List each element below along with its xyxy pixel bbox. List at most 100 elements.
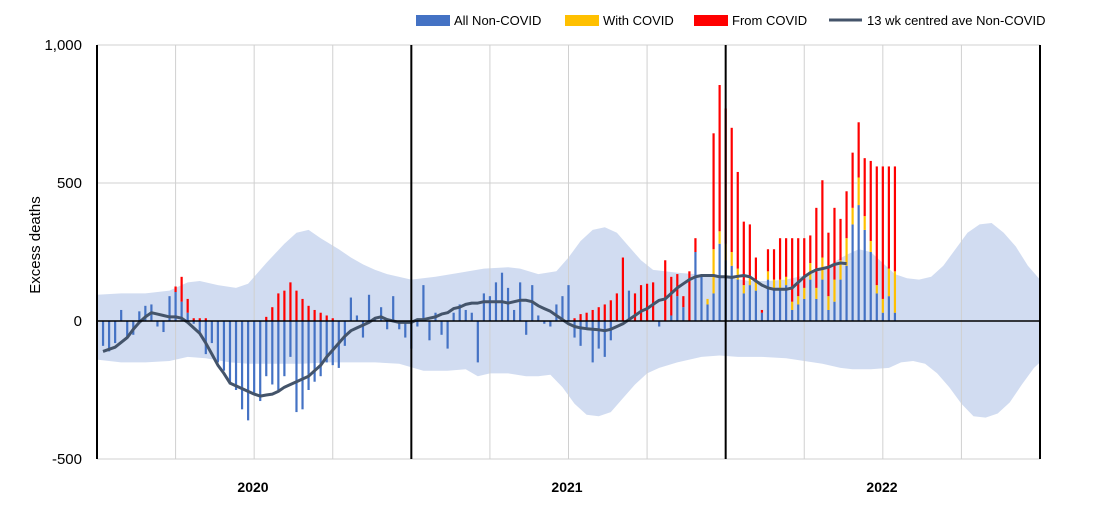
week-bar — [579, 314, 582, 346]
bar-non-covid — [670, 315, 673, 321]
bar-from-covid — [204, 318, 207, 321]
plot-area — [96, 44, 1041, 460]
week-bar — [887, 166, 890, 321]
week-bar — [718, 85, 721, 321]
week-bar — [289, 282, 292, 357]
bar-non-covid — [325, 321, 328, 363]
week-bar — [367, 294, 371, 321]
bar-from-covid — [875, 166, 878, 286]
bar-non-covid — [555, 304, 558, 321]
week-bar — [192, 318, 195, 324]
bar-from-covid — [301, 298, 304, 321]
week-bar — [319, 312, 322, 377]
bar-non-covid — [803, 298, 806, 321]
week-bar — [247, 321, 250, 421]
week-bar — [283, 290, 286, 377]
week-bar — [386, 321, 389, 330]
week-bar — [694, 238, 697, 321]
bar-non-covid — [168, 296, 171, 321]
y-axis-ticks: 1,000 500 0 -500 — [44, 37, 82, 468]
bar-non-covid — [301, 321, 304, 410]
legend: All Non-COVID With COVID From COVID 13 w… — [416, 13, 1045, 28]
bar-non-covid — [772, 287, 776, 321]
bar-from-covid — [192, 318, 195, 321]
bar-non-covid — [247, 321, 250, 421]
bar-non-covid — [126, 321, 129, 338]
week-bar — [881, 166, 884, 321]
week-bar — [500, 272, 504, 321]
bar-from-covid — [754, 257, 757, 283]
bar-from-covid — [694, 238, 697, 252]
week-bar — [875, 166, 878, 321]
week-bar — [325, 315, 328, 363]
bar-non-covid — [259, 321, 262, 402]
bar-from-covid — [881, 166, 884, 299]
bar-non-covid — [500, 272, 504, 321]
bar-non-covid — [186, 312, 189, 321]
bar-non-covid — [718, 243, 721, 321]
legend-label-from-covid: From COVID — [732, 13, 807, 28]
bar-non-covid — [567, 285, 570, 321]
week-bar — [633, 293, 637, 321]
bar-non-covid — [386, 321, 389, 330]
bar-non-covid — [857, 205, 860, 321]
bar-non-covid — [748, 285, 751, 321]
week-bar — [597, 307, 600, 349]
bar-with-covid — [857, 177, 860, 206]
bar-from-covid — [718, 85, 721, 232]
week-bar — [210, 321, 213, 344]
bar-non-covid — [561, 296, 564, 321]
week-bar — [670, 276, 673, 321]
bar-non-covid — [778, 287, 782, 321]
bar-non-covid — [809, 279, 812, 321]
year-label-2021: 2021 — [551, 479, 582, 495]
bar-non-covid — [851, 224, 854, 321]
bar-from-covid — [821, 180, 824, 258]
bar-from-covid — [664, 260, 667, 321]
bar-non-covid — [845, 265, 848, 321]
bar-from-covid — [857, 122, 860, 178]
week-bar — [543, 321, 546, 324]
week-bar — [482, 293, 485, 321]
bar-from-covid — [803, 238, 806, 288]
bar-non-covid — [875, 293, 878, 321]
bar-non-covid — [114, 321, 117, 344]
bar-from-covid — [639, 285, 643, 321]
bar-with-covid — [754, 282, 757, 291]
bar-with-covid — [778, 279, 782, 288]
week-bar — [652, 282, 655, 321]
bar-from-covid — [851, 152, 854, 208]
bar-non-covid — [428, 321, 431, 341]
bar-from-covid — [893, 166, 897, 272]
bar-from-covid — [265, 316, 268, 321]
bar-non-covid — [694, 252, 697, 321]
bar-from-covid — [863, 158, 866, 217]
bar-from-covid — [652, 282, 655, 321]
week-bar — [706, 298, 709, 321]
week-bar — [742, 221, 745, 321]
week-bar — [712, 133, 715, 321]
week-bar — [234, 321, 238, 390]
week-bar — [446, 321, 449, 349]
bar-with-covid — [742, 285, 745, 294]
bar-from-covid — [283, 290, 286, 321]
bar-from-covid — [688, 271, 691, 321]
week-bar — [295, 290, 298, 413]
bar-from-covid — [331, 318, 334, 321]
bar-non-covid — [180, 301, 183, 321]
bar-with-covid — [869, 240, 872, 252]
week-bar — [174, 286, 177, 321]
week-bar — [555, 304, 558, 321]
bar-non-covid — [766, 279, 770, 321]
bar-with-covid — [766, 271, 770, 280]
bar-non-covid — [754, 290, 757, 321]
bar-with-covid — [736, 268, 739, 280]
week-bar — [839, 218, 842, 321]
bar-non-covid — [537, 315, 540, 321]
bar-non-covid — [210, 321, 213, 344]
bar-non-covid — [422, 285, 425, 321]
bar-with-covid — [893, 271, 897, 313]
week-bar — [204, 318, 207, 355]
bar-from-covid — [742, 221, 745, 286]
week-bar — [772, 249, 776, 321]
